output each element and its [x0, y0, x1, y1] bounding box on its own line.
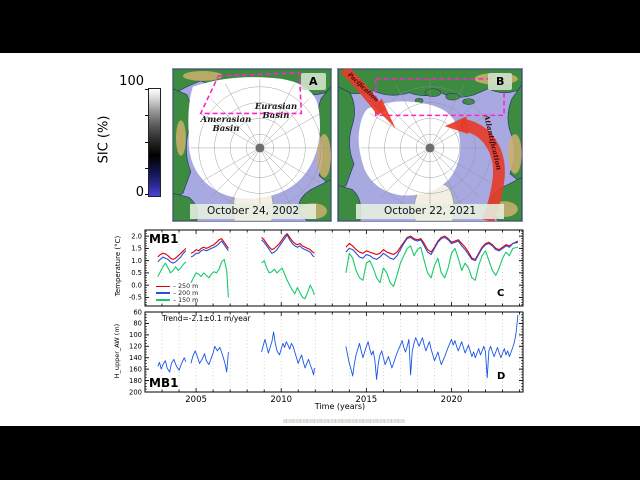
- legend-label: – 150 m: [173, 296, 199, 304]
- plot-frame: [144, 229, 524, 307]
- sea-ice-extent: [358, 101, 461, 196]
- map-a-date: October 24, 2002: [190, 204, 316, 219]
- legend-item: – 200 m: [156, 290, 198, 297]
- series-150m: [190, 258, 229, 298]
- y-tick-label: 180: [129, 377, 142, 385]
- map-b-date: October 22, 2021: [356, 204, 504, 219]
- y-tick-label: 160: [129, 365, 142, 373]
- y-tick-label: 60: [133, 308, 142, 316]
- colorbar-min-label: 0: [135, 185, 144, 200]
- time-axis-label: Time (years): [314, 402, 366, 411]
- y-tick-label: 0.5: [131, 269, 142, 277]
- colorbar-tick: [145, 115, 149, 116]
- series-150m: [345, 245, 519, 287]
- series-250m: [157, 247, 187, 260]
- plot-frame: [144, 311, 524, 393]
- small-caption-strip: [283, 419, 405, 423]
- legend-line-swatch: [156, 292, 170, 295]
- temperature-axis-label: Temperature (°C): [114, 235, 122, 297]
- station-label-d: MB1: [149, 376, 179, 390]
- y-tick-label: 140: [129, 354, 142, 362]
- trend-annotation: Trend=-2.1±0.1 m/year: [162, 314, 251, 323]
- study-region-box: [199, 72, 303, 115]
- y-tick-label: 200: [129, 388, 142, 396]
- series-H_upper_AW: [345, 314, 519, 380]
- series-200m: [345, 236, 519, 262]
- y-tick-label: 80: [133, 320, 142, 328]
- legend-label: – 200 m: [173, 289, 199, 297]
- legend-item: – 150 m: [156, 297, 198, 304]
- y-tick-label: 0.0: [131, 281, 142, 289]
- x-tick-label: 2020: [441, 395, 463, 405]
- series-150m: [157, 261, 187, 277]
- pole-mask-dot: [255, 143, 265, 153]
- letterbox-bottom: [0, 426, 640, 480]
- colorbar-tick: [145, 142, 149, 143]
- y-tick-label: 1.0: [131, 257, 142, 265]
- depth-legend: – 250 m – 200 m – 150 m: [156, 283, 198, 304]
- colorbar-tick: [145, 89, 149, 90]
- pole-mask-dot: [425, 143, 435, 153]
- series-H_upper_AW: [157, 357, 187, 373]
- arctic-islands: [414, 88, 475, 105]
- sea-ice-extent: [188, 77, 320, 199]
- x-tick-label: 2005: [185, 395, 207, 405]
- series-200m: [261, 234, 315, 258]
- series-H_upper_AW: [261, 331, 315, 376]
- letterbox-top: [0, 0, 640, 53]
- series-250m: [345, 235, 519, 260]
- y-tick-label: 2.0: [131, 232, 142, 240]
- y-tick-label: 100: [129, 331, 142, 339]
- series-200m: [157, 250, 187, 264]
- colorbar-tick: [145, 194, 149, 195]
- panel-c-label: C: [497, 288, 505, 299]
- eurasian-basin-label: Eurasian Basin: [254, 102, 298, 122]
- legend-line-swatch: [156, 285, 170, 288]
- panel-b-label: B: [488, 73, 513, 90]
- y-tick-label: 1.5: [131, 245, 142, 253]
- legend-line-swatch: [156, 299, 170, 301]
- x-tick-label: 2010: [270, 395, 292, 405]
- series-200m: [190, 240, 229, 258]
- y-tick-label: 120: [129, 343, 142, 351]
- colorbar-tick: [145, 168, 149, 169]
- panel-d-label: D: [497, 371, 506, 382]
- sic-colorbar: [145, 88, 161, 197]
- series-250m: [261, 233, 315, 254]
- legend-label: – 250 m: [173, 282, 199, 290]
- legend-item: – 250 m: [156, 283, 198, 290]
- amerasian-basin-label: Amerasian Basin: [200, 115, 252, 135]
- series-H_upper_AW: [190, 345, 229, 373]
- series-150m: [261, 260, 315, 300]
- x-tick-label: 2015: [356, 395, 378, 405]
- station-label-c: MB1: [149, 232, 179, 246]
- series-250m: [190, 238, 229, 254]
- hupper-axis-label: H_upper_AW (m): [113, 323, 121, 379]
- atlantification-arrow: [444, 116, 505, 221]
- pacific-inflow-arrow: [340, 69, 396, 129]
- colorbar-max-label: 100: [119, 74, 144, 89]
- panel-a-label: A: [301, 73, 326, 90]
- arctic-map-2002: [172, 68, 332, 222]
- y-tick-label: -0.5: [129, 294, 142, 302]
